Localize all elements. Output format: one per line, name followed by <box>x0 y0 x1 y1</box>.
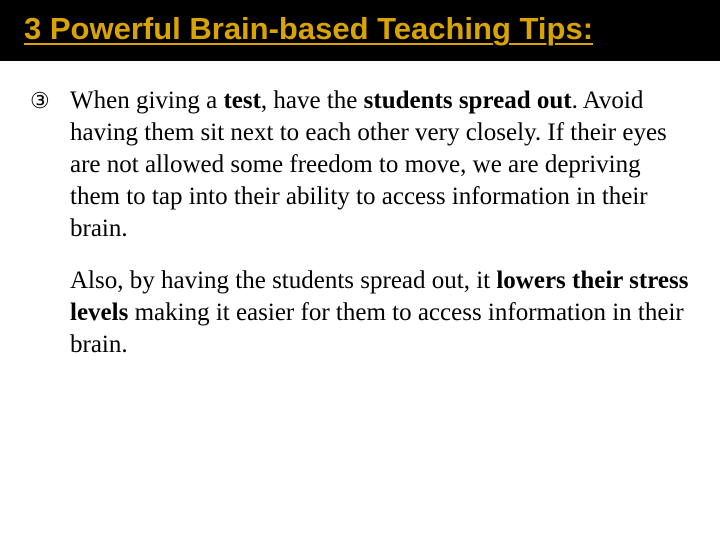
paragraph-1: When giving a test, have the students sp… <box>70 85 690 245</box>
text-run: making it easier for them to access info… <box>70 299 684 358</box>
paragraph-2: Also, by having the students spread out,… <box>70 265 690 361</box>
text-run: Also, by having the students spread out,… <box>70 267 496 294</box>
text-run: , have the <box>261 87 364 114</box>
text-run: When giving a <box>70 87 223 114</box>
slide-title: 3 Powerful Brain-based Teaching Tips: <box>24 10 696 49</box>
bold-run: test <box>223 87 260 114</box>
slide-body: ③ When giving a test, have the students … <box>0 61 720 361</box>
bullet-marker: ③ <box>30 85 70 116</box>
list-item: ③ When giving a test, have the students … <box>30 85 690 245</box>
slide-header: 3 Powerful Brain-based Teaching Tips: <box>0 0 720 61</box>
bold-run: students spread out <box>364 87 572 114</box>
